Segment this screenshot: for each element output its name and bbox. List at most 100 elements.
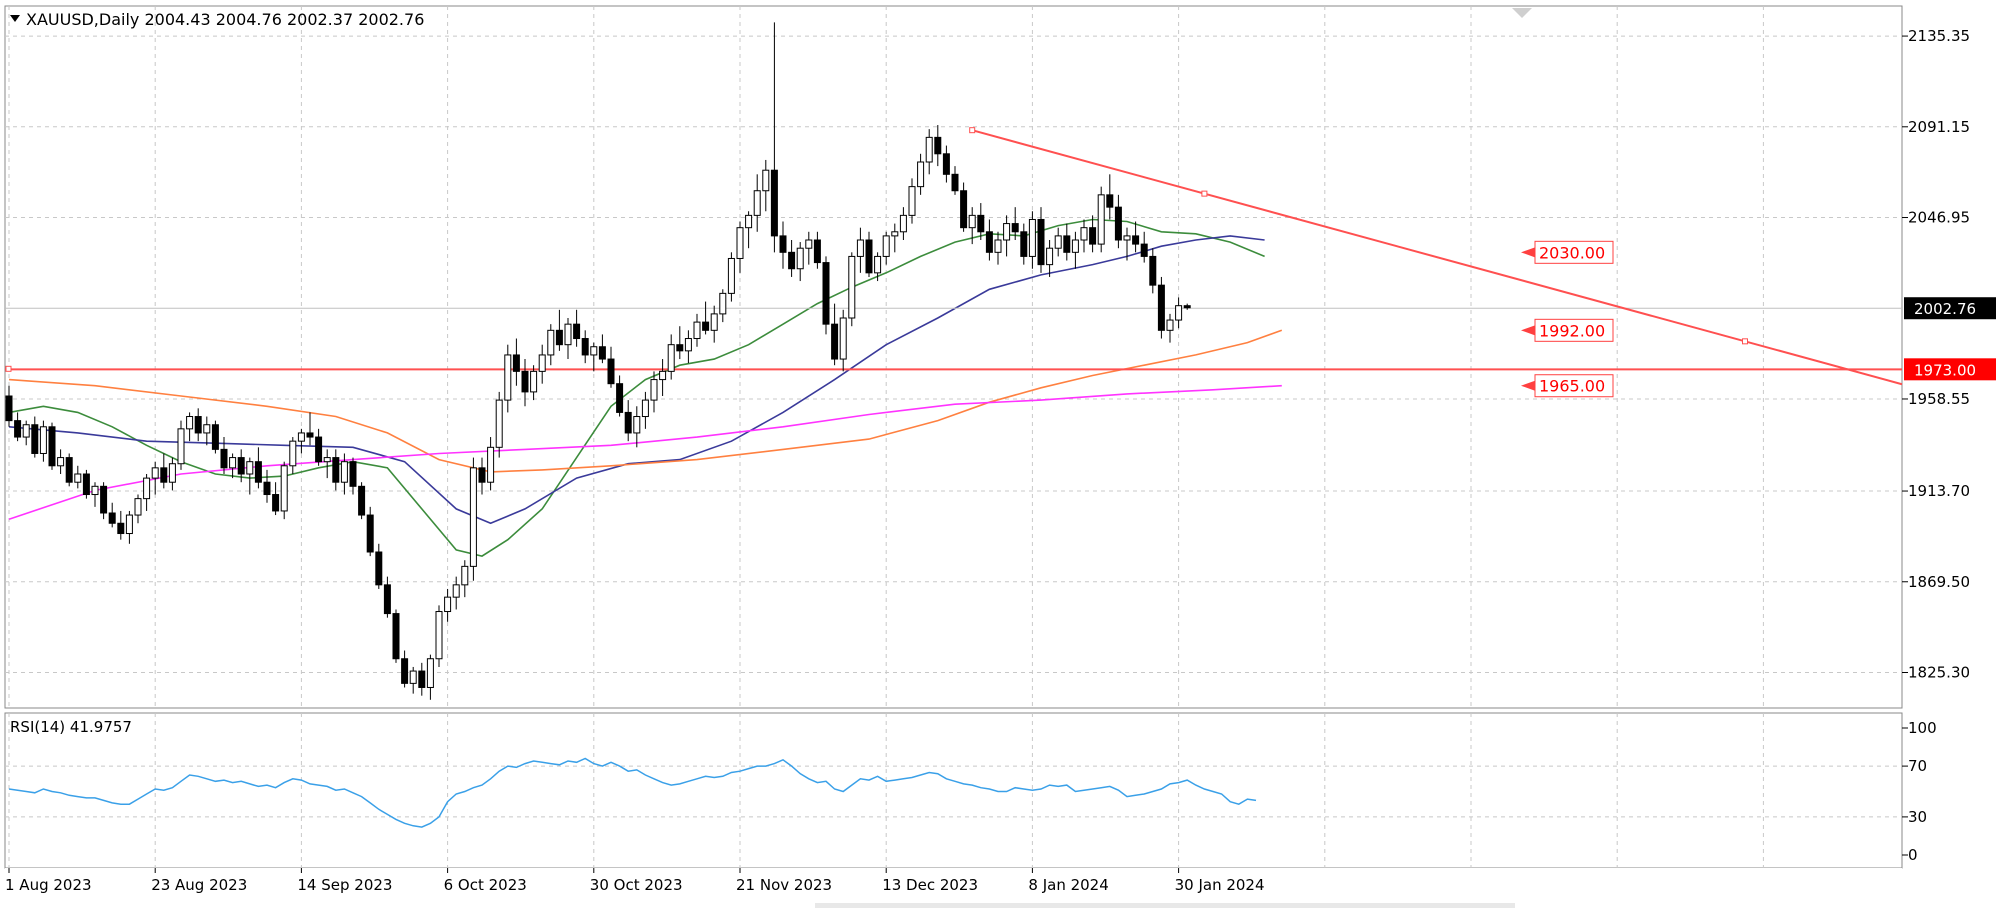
trendline-anchor bbox=[1201, 190, 1208, 197]
candle-body bbox=[237, 457, 245, 475]
candle-body bbox=[710, 313, 718, 331]
time-tick-label: 30 Jan 2024 bbox=[1175, 876, 1265, 894]
candle bbox=[229, 453, 237, 479]
candle-body bbox=[598, 346, 606, 360]
support-price-label: 1973.00 bbox=[1914, 361, 1976, 379]
candle bbox=[736, 221, 744, 273]
candle-body bbox=[469, 467, 477, 567]
candle-body bbox=[1106, 194, 1114, 208]
candle bbox=[985, 219, 993, 261]
candle bbox=[624, 400, 632, 442]
candle-body bbox=[1089, 227, 1097, 245]
candle-body bbox=[538, 354, 546, 372]
scroll-marker-icon[interactable] bbox=[1512, 8, 1532, 18]
rsi-tick-label: 0 bbox=[1908, 846, 1918, 864]
candle bbox=[796, 242, 804, 282]
main-pane-frame bbox=[4, 5, 1903, 709]
xaxis-scroll-handle[interactable] bbox=[815, 903, 1515, 908]
candle-body bbox=[934, 136, 942, 155]
candle-body bbox=[323, 457, 331, 463]
candle bbox=[65, 453, 73, 487]
candle-body bbox=[667, 344, 675, 372]
candle-body bbox=[1157, 284, 1165, 331]
price-label-arrow-icon bbox=[1521, 247, 1535, 258]
time-tick-label: 13 Dec 2023 bbox=[882, 876, 978, 894]
candle-body bbox=[968, 214, 976, 229]
time-tick-label: 14 Sep 2023 bbox=[297, 876, 392, 894]
candle-body bbox=[547, 329, 555, 356]
candle bbox=[100, 482, 108, 520]
candle bbox=[349, 457, 357, 495]
candle-body bbox=[736, 227, 744, 259]
candle bbox=[839, 309, 847, 372]
candle-body bbox=[1046, 247, 1054, 266]
candle bbox=[168, 457, 176, 491]
candle-body bbox=[143, 477, 151, 500]
candle bbox=[1149, 248, 1157, 294]
candle bbox=[1166, 313, 1174, 343]
candle bbox=[960, 182, 968, 232]
candle bbox=[117, 510, 125, 540]
candle bbox=[392, 609, 400, 663]
collapse-triangle-icon[interactable] bbox=[10, 15, 20, 22]
candle bbox=[48, 422, 56, 470]
candle-body bbox=[504, 354, 512, 401]
trendline-anchor bbox=[969, 127, 976, 134]
candle-body bbox=[1140, 243, 1148, 257]
candle-body bbox=[1097, 194, 1105, 245]
resistance-trendline bbox=[971, 129, 1903, 386]
candle bbox=[1123, 227, 1131, 261]
candle-body bbox=[272, 494, 280, 512]
candle-body bbox=[375, 551, 383, 586]
candle bbox=[865, 231, 873, 277]
candle bbox=[177, 420, 185, 470]
candle-body bbox=[908, 186, 916, 216]
candle-body bbox=[831, 323, 839, 360]
candle-body bbox=[358, 485, 366, 516]
time-tick-label: 1 Aug 2023 bbox=[5, 876, 92, 894]
candle bbox=[512, 338, 520, 386]
candle-body bbox=[676, 344, 684, 352]
candle-body bbox=[762, 169, 770, 192]
candle-body bbox=[435, 611, 443, 660]
candle-body bbox=[349, 461, 357, 487]
time-tick-label: 23 Aug 2023 bbox=[151, 876, 247, 894]
candle bbox=[908, 178, 916, 224]
support-price-box bbox=[1904, 358, 1996, 381]
price-tick-label: 2091.15 bbox=[1908, 118, 1970, 136]
candle bbox=[994, 231, 1002, 265]
candle-body bbox=[280, 465, 288, 512]
candle bbox=[856, 227, 864, 273]
candle-body bbox=[125, 514, 133, 535]
candle bbox=[203, 416, 211, 446]
price-tick-label: 1958.55 bbox=[1908, 390, 1970, 408]
candle-body bbox=[925, 136, 933, 163]
price-label-box bbox=[1534, 374, 1614, 398]
candle bbox=[633, 406, 641, 448]
candle bbox=[401, 650, 409, 688]
candle-body bbox=[650, 379, 658, 401]
candle-body bbox=[822, 262, 830, 325]
candle bbox=[925, 129, 933, 175]
candle bbox=[22, 420, 30, 446]
candle bbox=[1089, 215, 1097, 253]
candle-body bbox=[177, 428, 185, 465]
candle-body bbox=[1063, 235, 1071, 253]
rsi-line bbox=[8, 757, 1257, 828]
candle-body bbox=[555, 329, 563, 346]
candle bbox=[581, 330, 589, 364]
candle-body bbox=[753, 190, 761, 216]
candle bbox=[917, 153, 925, 195]
candle bbox=[194, 408, 202, 442]
candle-body bbox=[530, 370, 538, 393]
price-label-text: 1965.00 bbox=[1539, 377, 1605, 396]
symbol-header: XAUUSD,Daily 2004.43 2004.76 2002.37 200… bbox=[26, 10, 424, 29]
candle-body bbox=[186, 416, 194, 430]
price-labels: 1973.00 2030.00 1992.00 1965.00 2002.76 bbox=[1521, 240, 1996, 398]
candle bbox=[57, 449, 65, 474]
candle bbox=[1157, 276, 1165, 339]
price-tick-label: 2135.35 bbox=[1908, 27, 1970, 45]
candle bbox=[676, 326, 684, 360]
candle bbox=[1003, 215, 1011, 257]
candle bbox=[426, 654, 434, 700]
